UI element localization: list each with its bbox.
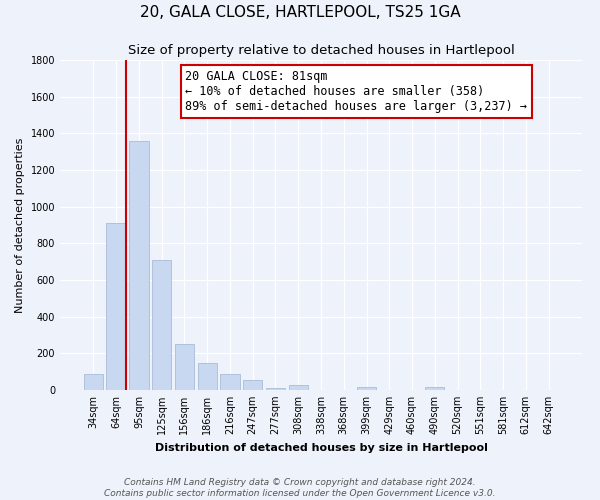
Bar: [197, 364, 217, 390]
Bar: [175, 344, 194, 390]
Text: Contains HM Land Registry data © Crown copyright and database right 2024.
Contai: Contains HM Land Registry data © Crown c…: [104, 478, 496, 498]
Bar: [266, 388, 285, 390]
Text: 20 GALA CLOSE: 81sqm
← 10% of detached houses are smaller (358)
89% of semi-deta: 20 GALA CLOSE: 81sqm ← 10% of detached h…: [185, 70, 527, 113]
Bar: [84, 374, 103, 390]
Bar: [289, 384, 308, 390]
Bar: [243, 380, 262, 390]
Y-axis label: Number of detached properties: Number of detached properties: [15, 138, 25, 312]
Text: 20, GALA CLOSE, HARTLEPOOL, TS25 1GA: 20, GALA CLOSE, HARTLEPOOL, TS25 1GA: [140, 5, 460, 20]
Title: Size of property relative to detached houses in Hartlepool: Size of property relative to detached ho…: [128, 44, 514, 58]
Bar: [220, 374, 239, 390]
Bar: [129, 140, 149, 390]
X-axis label: Distribution of detached houses by size in Hartlepool: Distribution of detached houses by size …: [155, 442, 487, 452]
Bar: [357, 387, 376, 390]
Bar: [106, 223, 126, 390]
Bar: [425, 387, 445, 390]
Bar: [152, 260, 172, 390]
